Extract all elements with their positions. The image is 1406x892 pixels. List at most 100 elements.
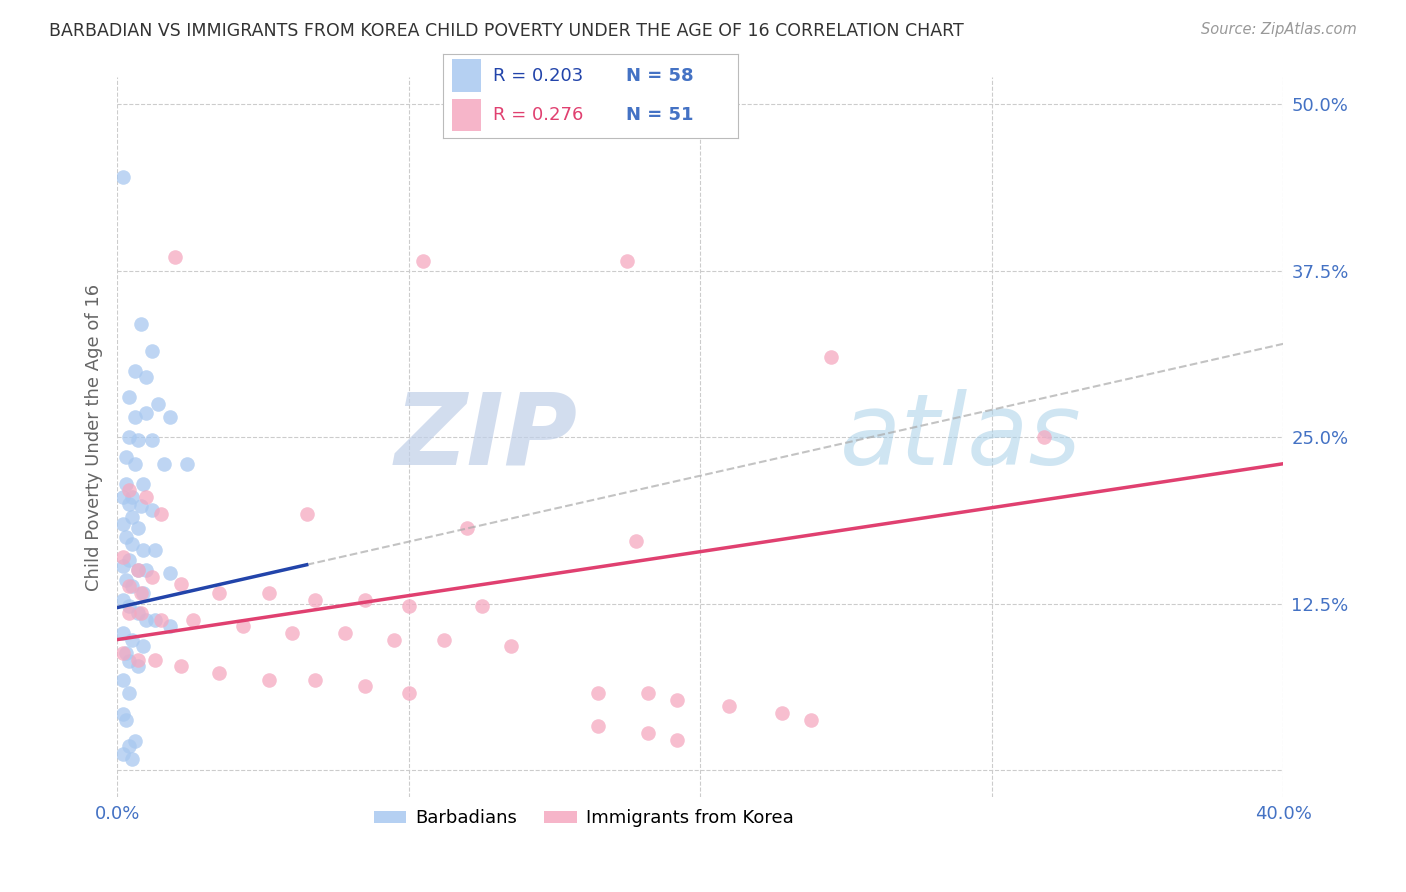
Point: [354, 679, 377, 693]
Point: [124, 363, 146, 377]
Point: [127, 606, 149, 620]
Text: BARBADIAN VS IMMIGRANTS FROM KOREA CHILD POVERTY UNDER THE AGE OF 16 CORRELATION: BARBADIAN VS IMMIGRANTS FROM KOREA CHILD…: [49, 22, 965, 40]
Point: [127, 563, 149, 577]
Point: [456, 521, 478, 535]
Point: [115, 646, 138, 660]
Text: R = 0.276: R = 0.276: [494, 106, 583, 124]
Point: [127, 433, 149, 447]
Point: [132, 476, 155, 491]
Point: [146, 397, 169, 411]
Point: [665, 692, 688, 706]
Point: [382, 632, 405, 647]
Point: [257, 586, 280, 600]
Point: [118, 739, 141, 754]
Text: N = 51: N = 51: [626, 106, 693, 124]
Point: [121, 752, 143, 766]
Point: [135, 370, 157, 384]
Point: [132, 543, 155, 558]
Text: N = 58: N = 58: [626, 67, 693, 85]
Point: [111, 559, 134, 574]
Point: [111, 592, 134, 607]
Point: [118, 552, 141, 566]
Point: [295, 508, 318, 522]
Point: [129, 606, 152, 620]
Point: [118, 599, 141, 614]
Point: [470, 599, 492, 614]
Point: [115, 530, 138, 544]
Point: [135, 613, 157, 627]
Point: [118, 483, 141, 498]
Point: [111, 170, 134, 185]
Point: [800, 713, 823, 727]
Point: [118, 497, 141, 511]
Point: [665, 732, 688, 747]
Point: [127, 659, 149, 673]
Point: [115, 713, 138, 727]
Point: [121, 579, 143, 593]
Point: [257, 673, 280, 687]
Point: [637, 726, 659, 740]
Point: [159, 410, 181, 425]
Point: [398, 686, 420, 700]
Point: [118, 606, 141, 620]
Point: [165, 250, 187, 264]
Text: ZIP: ZIP: [395, 389, 578, 485]
Point: [111, 646, 134, 660]
Point: [132, 586, 155, 600]
Point: [586, 719, 609, 733]
Point: [141, 503, 163, 517]
Point: [135, 406, 157, 420]
Point: [121, 537, 143, 551]
Point: [127, 563, 149, 577]
Point: [141, 343, 163, 358]
Point: [124, 734, 146, 748]
Point: [111, 626, 134, 640]
Point: [159, 619, 181, 633]
Point: [127, 521, 149, 535]
Point: [135, 490, 157, 504]
Point: [143, 543, 166, 558]
Point: [115, 573, 138, 587]
Point: [111, 673, 134, 687]
Point: [118, 430, 141, 444]
Bar: [451, 99, 481, 131]
Point: [129, 317, 152, 331]
Point: [1033, 430, 1056, 444]
Point: [181, 613, 204, 627]
Point: [304, 592, 326, 607]
Point: [412, 254, 434, 268]
Point: [115, 476, 138, 491]
Point: [208, 665, 231, 680]
Point: [433, 632, 456, 647]
Point: [149, 508, 172, 522]
Point: [586, 686, 609, 700]
Point: [129, 500, 152, 514]
Point: [127, 652, 149, 666]
Point: [111, 747, 134, 761]
Point: [170, 576, 193, 591]
Point: [118, 579, 141, 593]
Point: [176, 457, 198, 471]
Point: [118, 686, 141, 700]
Point: [129, 586, 152, 600]
Point: [118, 654, 141, 668]
Point: [770, 706, 793, 720]
Point: [115, 450, 138, 464]
Point: [304, 673, 326, 687]
Point: [143, 652, 166, 666]
Point: [820, 350, 842, 364]
Point: [499, 639, 522, 653]
Point: [718, 699, 741, 714]
Text: atlas: atlas: [839, 389, 1081, 485]
Point: [231, 619, 253, 633]
Point: [153, 457, 176, 471]
Point: [135, 563, 157, 577]
Point: [624, 534, 647, 549]
Point: [121, 490, 143, 504]
Point: [111, 490, 134, 504]
Point: [208, 586, 231, 600]
Point: [132, 639, 155, 653]
Point: [637, 686, 659, 700]
Point: [149, 613, 172, 627]
Point: [333, 626, 356, 640]
